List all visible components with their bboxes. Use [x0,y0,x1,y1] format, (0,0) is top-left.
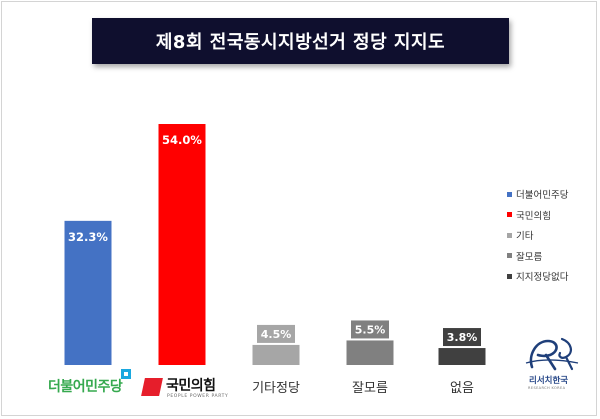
category-label: 없음 [450,381,474,396]
data-label: 54.0% [162,133,202,147]
data-label: 5.5% [355,323,386,336]
bar-1 [158,124,206,365]
legend-item: 더불어민주당 [507,184,599,205]
legend-swatch [507,273,512,279]
legend-swatch [507,212,512,218]
legend-label: 잘모름 [516,251,543,263]
research-korea-logo-subtitle: RESEARCH KOREA [528,386,566,390]
chart-legend: 더불어민주당 국민의힘 기타 잘모름 지지정당없다 [507,184,599,287]
legend-item: 국민의힘 [507,205,599,226]
data-label: 3.8% [447,331,478,344]
data-label-box [257,324,295,343]
legend-item: 지지정당없다 [507,266,599,287]
legend-item: 잘모름 [507,246,599,267]
bar-0 [64,220,112,365]
bar-2 [252,344,300,365]
research-korea-logo: 리서치한국 [529,376,569,386]
category-label: 잘모름 [352,381,388,396]
democratic-party-logo: 더불어민주당 [48,379,123,395]
democratic-party-logo-icon [121,369,131,379]
legend-swatch [507,232,512,238]
legend-label: 국민의힘 [516,210,551,222]
bar-4 [438,348,486,365]
legend-swatch [507,191,512,197]
data-label: 4.5% [261,328,292,341]
legend-label: 더불어민주당 [516,190,569,202]
legend-label: 지지정당없다 [516,272,569,284]
legend-swatch [507,253,512,259]
people-power-party-logo-icon [141,378,163,396]
data-label-box [443,328,481,347]
people-power-party-logo: 국민의힘 [166,378,216,394]
research-korea-logo-icon [525,337,579,371]
data-label: 32.3% [68,230,108,244]
legend-item: 기타 [507,225,599,246]
data-label-box [351,320,389,339]
category-label: 기타정당 [252,381,300,396]
legend-label: 기타 [516,231,534,243]
bar-3 [346,340,394,365]
people-power-party-logo-subtitle: PEOPLE POWER PARTY [167,394,229,399]
chart-title-box: 제8회 전국동시지방선거 정당 지지도 [92,18,509,64]
chart-title: 제8회 전국동시지방선거 정당 지지도 [155,32,446,53]
